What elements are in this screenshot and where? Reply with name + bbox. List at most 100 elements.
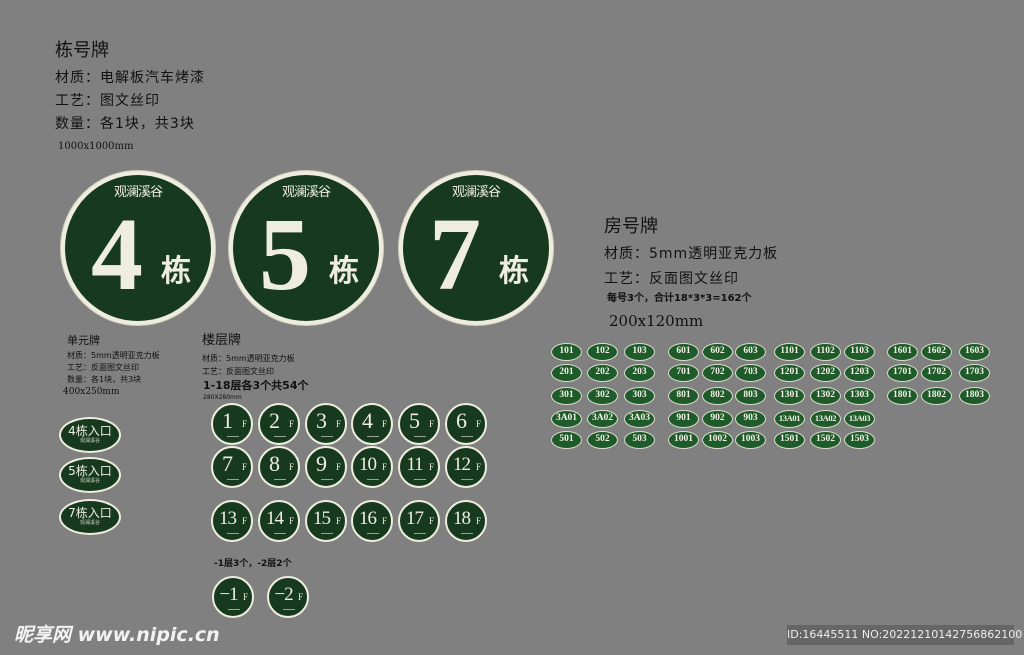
room-plates-title: 房号牌 [604, 216, 658, 237]
room-plate: 101 [551, 343, 582, 361]
unit-process: 工艺：反面图文丝印 [67, 363, 139, 372]
floor-ornament-icon [321, 533, 333, 536]
room-plate: 602 [702, 343, 733, 361]
floor-suffix: F [476, 462, 482, 472]
floor-ornament-icon [321, 436, 333, 439]
floor-ornament-icon [283, 609, 295, 612]
room-plate: 1802 [921, 387, 952, 405]
room-plate: 601 [668, 343, 699, 361]
room-plate: 13A01 [774, 410, 805, 428]
room-plate: 1803 [959, 387, 990, 405]
room-plate: 1303 [844, 387, 875, 405]
building-suffix: 栋 [161, 254, 191, 289]
building-plate: 观澜溪谷 4 栋 [61, 171, 215, 325]
floor-suffix: F [242, 462, 248, 472]
floor-number: −2 [274, 584, 293, 605]
floor-size: 280X280mm [203, 394, 242, 401]
room-plate: 13A03 [844, 410, 875, 428]
floor-number: 12 [453, 454, 471, 475]
floor-ornament-icon [367, 479, 379, 482]
floor-ornament-icon [414, 533, 426, 536]
unit-plate-label: 7栋入口 [68, 506, 112, 520]
floor-number: 1 [222, 408, 233, 433]
basement-note: -1层3个，-2层2个 [214, 559, 292, 569]
room-plate: 103 [624, 343, 655, 361]
floor-number: 3 [316, 408, 327, 433]
floor-suffix: F [476, 419, 482, 429]
room-process: 工艺：反面图文丝印 [604, 271, 739, 287]
floor-plate: 16 F [351, 500, 393, 542]
floor-plate: 15 F [305, 500, 347, 542]
floor-number: 15 [313, 508, 331, 529]
floor-number: 4 [362, 408, 373, 433]
room-plate: 802 [702, 387, 733, 405]
room-plate: 1202 [810, 364, 841, 382]
floor-process: 工艺：反面图文丝印 [202, 367, 274, 376]
room-plate: 501 [551, 431, 582, 449]
floor-number: 11 [406, 454, 423, 475]
floor-suffix: F [242, 419, 248, 429]
building-plates-title: 栋号牌 [55, 40, 109, 61]
floor-ornament-icon [227, 533, 239, 536]
floor-number: 14 [266, 508, 284, 529]
room-plate: 903 [735, 410, 766, 428]
unit-material: 材质：5mm透明亚克力板 [67, 351, 160, 360]
floor-ornament-icon [321, 479, 333, 482]
building-suffix: 栋 [329, 254, 359, 289]
floor-number: 8 [269, 451, 280, 476]
building-size: 1000x1000mm [58, 141, 134, 152]
floor-plates-title: 楼层牌 [202, 333, 242, 348]
floor-number: 2 [269, 408, 280, 433]
floor-quantity: 1-18层各3个共54个 [203, 379, 309, 392]
floor-suffix: F [336, 462, 342, 472]
room-plate: 701 [668, 364, 699, 382]
floor-suffix: F [298, 592, 304, 602]
floor-suffix: F [429, 516, 435, 526]
unit-plate-logo: 观澜溪谷 [79, 520, 100, 526]
floor-plate: 18 F [445, 500, 487, 542]
building-plate: 观澜溪谷 7 栋 [399, 171, 553, 325]
floor-suffix: F [382, 419, 388, 429]
floor-number: −1 [219, 584, 238, 605]
room-plate: 1702 [921, 364, 952, 382]
room-plate: 803 [735, 387, 766, 405]
room-plate: 3A03 [624, 410, 655, 428]
room-plate: 303 [624, 387, 655, 405]
floor-material: 材质：5mm透明亚克力板 [202, 354, 295, 363]
floor-plate: −1 F [212, 576, 254, 618]
room-plate: 902 [702, 410, 733, 428]
building-plate-logo: 观澜溪谷 [451, 185, 501, 200]
room-plate: 102 [587, 343, 618, 361]
room-quantity: 每号3个，合计18*3*3=162个 [607, 293, 752, 304]
room-plate: 1102 [810, 343, 841, 361]
floor-suffix: F [243, 592, 249, 602]
building-number: 4 [91, 197, 143, 312]
room-plate: 1203 [844, 364, 875, 382]
floor-number: 9 [316, 451, 327, 476]
floor-suffix: F [336, 516, 342, 526]
floor-plate: 12 F [445, 446, 487, 488]
floor-number: 18 [453, 508, 471, 529]
room-plate: 1501 [774, 431, 805, 449]
unit-plate: 7栋入口 观澜溪谷 [59, 499, 121, 535]
room-plate: 702 [702, 364, 733, 382]
watermark-site: 昵享网 www.nipic.cn [14, 624, 220, 646]
floor-plate: 17 F [398, 500, 440, 542]
unit-plates-title: 单元牌 [67, 334, 100, 347]
unit-quantity: 数量：各1块，共3块 [67, 375, 142, 384]
floor-ornament-icon [227, 479, 239, 482]
floor-ornament-icon [274, 479, 286, 482]
floor-suffix: F [429, 462, 435, 472]
floor-plate: 11 F [398, 446, 440, 488]
floor-number: 10 [359, 454, 377, 475]
floor-suffix: F [289, 516, 295, 526]
unit-size: 400x250mm [63, 387, 120, 397]
room-plate: 1201 [774, 364, 805, 382]
room-plate: 301 [551, 387, 582, 405]
floor-suffix: F [289, 419, 295, 429]
unit-plate: 4栋入口 观澜溪谷 [59, 417, 121, 453]
